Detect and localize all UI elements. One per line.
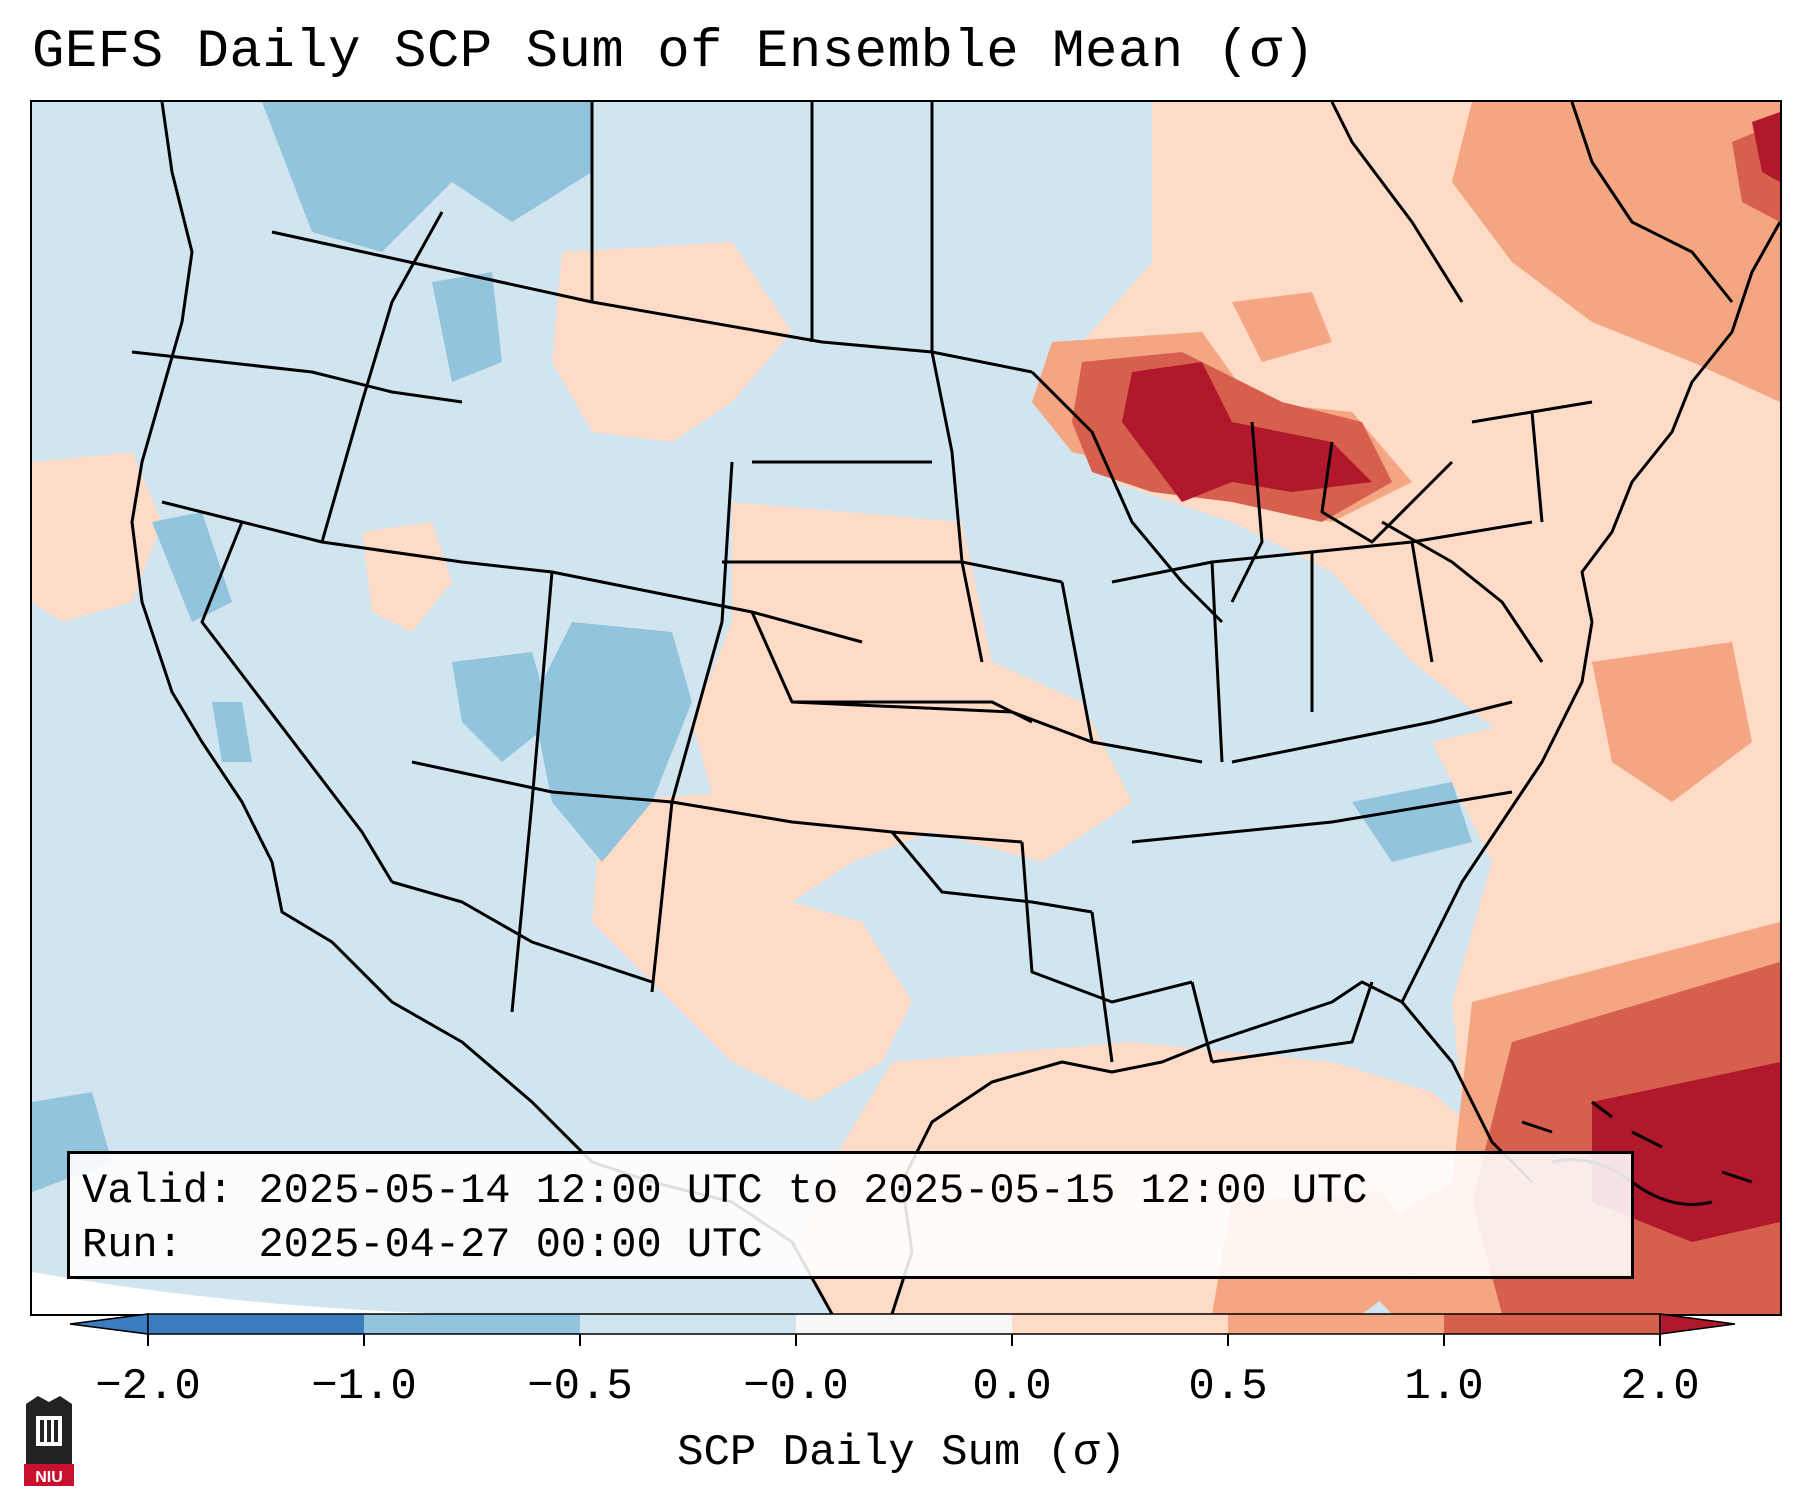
map-canvas[interactable]	[32, 102, 1780, 1314]
colorbar-tick-label: 0.5	[1188, 1362, 1268, 1412]
colorbar	[69, 1313, 1736, 1346]
colorbar-tick-label: −0.0	[743, 1362, 849, 1412]
colorbar-outline	[147, 1313, 1661, 1335]
run-label: Run:	[82, 1221, 183, 1269]
colorbar-tick-label: 0.0	[972, 1362, 1052, 1412]
map-panel[interactable]	[30, 100, 1782, 1316]
colorbar-segment	[364, 1314, 580, 1334]
colorbar-segment	[796, 1314, 1012, 1334]
logo-text: NIU	[35, 1469, 63, 1486]
colorbar-label: SCP Daily Sum (σ)	[677, 1428, 1126, 1478]
valid-time-value: 2025-05-14 12:00 UTC to 2025-05-15 12:00…	[258, 1167, 1368, 1215]
colorbar-segment	[1012, 1314, 1228, 1334]
colorbar-tick-label: −1.0	[311, 1362, 417, 1412]
map-title: GEFS Daily SCP Sum of Ensemble Mean (σ)	[32, 22, 1316, 83]
colorbar-tick-label: −0.5	[527, 1362, 633, 1412]
colorbar-segment	[1444, 1314, 1660, 1334]
anomaly-max-positive	[1122, 112, 1780, 1242]
colorbar-segments	[69, 1313, 1736, 1346]
colorbar-segment	[148, 1314, 364, 1334]
anomaly-negative	[32, 102, 1472, 1192]
colorbar-tick-label: 1.0	[1404, 1362, 1484, 1412]
projection-edge	[32, 1272, 452, 1314]
colorbar-extend-low	[69, 1313, 149, 1335]
valid-label: Valid:	[82, 1167, 234, 1215]
colorbar-segment	[1228, 1314, 1444, 1334]
valid-run-info-box: Valid: 2025-05-14 12:00 UTC to 2025-05-1…	[67, 1151, 1634, 1279]
run-time-value: 2025-04-27 00:00 UTC	[258, 1221, 763, 1269]
colorbar-segment	[580, 1314, 796, 1334]
niu-castle-logo-icon: NIU	[24, 1396, 74, 1486]
colorbar-extend-high	[1659, 1313, 1736, 1335]
colorbar-tick-label: −2.0	[95, 1362, 201, 1412]
colorbar-tick-label: 2.0	[1620, 1362, 1700, 1412]
